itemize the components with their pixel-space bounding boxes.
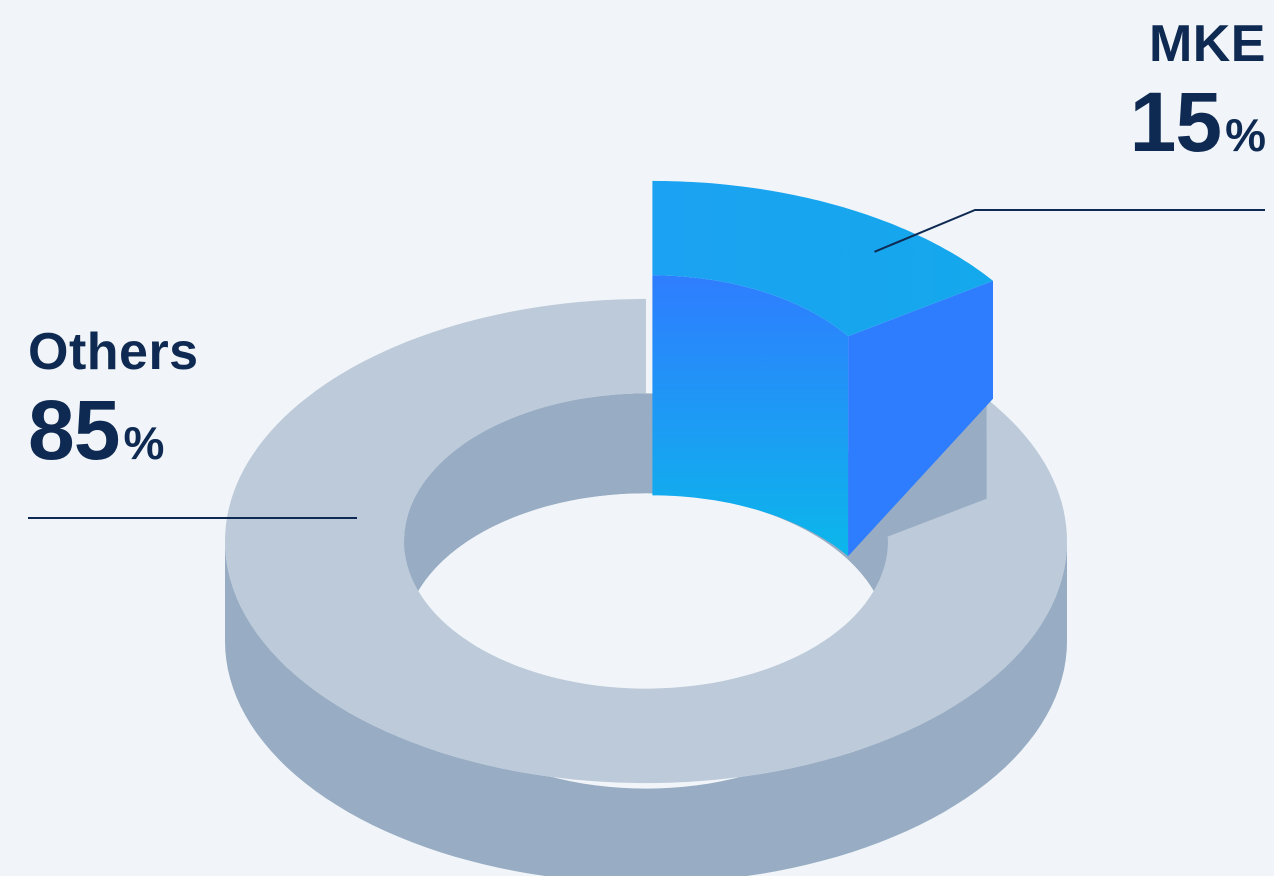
slice-mke bbox=[652, 180, 993, 557]
label-mke-number: 15 bbox=[1129, 75, 1222, 169]
leader-lines bbox=[28, 209, 1265, 519]
label-mke-unit: % bbox=[1225, 109, 1266, 161]
label-others-unit: % bbox=[123, 417, 165, 469]
mke-top-face bbox=[652, 180, 993, 337]
label-others-name: Others bbox=[28, 323, 199, 381]
label-mke-name: MKE bbox=[1148, 15, 1266, 73]
others-top-face bbox=[225, 298, 1067, 784]
mke-inner-wall bbox=[652, 275, 849, 557]
others-outer-wall bbox=[225, 541, 1067, 876]
label-others: Others 85% bbox=[28, 326, 199, 472]
label-others-value: 85% bbox=[28, 388, 199, 472]
label-others-number: 85 bbox=[28, 383, 120, 477]
mke-cut-face bbox=[848, 280, 993, 557]
leader-line-mke bbox=[874, 209, 1265, 253]
label-mke: MKE 15% bbox=[1130, 18, 1266, 164]
label-mke-value: 15% bbox=[1130, 80, 1266, 164]
